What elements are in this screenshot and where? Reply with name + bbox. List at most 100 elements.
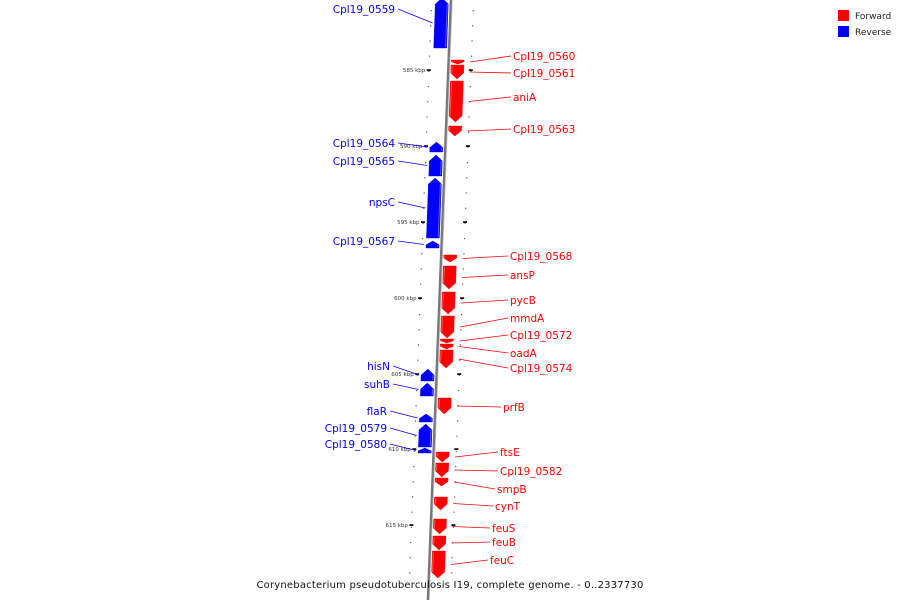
gene-aniA[interactable]: aniA (448, 80, 537, 123)
gene-arrow[interactable] (443, 254, 457, 263)
gene-arrow[interactable] (435, 451, 450, 463)
gene-label[interactable]: prfB (503, 402, 525, 414)
gene-label[interactable]: mmdA (510, 313, 545, 325)
gene-arrow[interactable] (433, 0, 449, 49)
gene-label[interactable]: oadA (510, 348, 538, 360)
gene-label[interactable]: ansP (510, 270, 535, 282)
gene-label[interactable]: ftsE (500, 447, 520, 459)
gene-label[interactable]: feuC (490, 555, 514, 567)
minor-tick (470, 70, 472, 72)
gene-label[interactable]: smpB (497, 484, 527, 496)
gene-label[interactable]: Cpl19_0568 (510, 251, 572, 263)
gene-label[interactable]: Cpl19_0561 (513, 68, 575, 80)
gene-feuB[interactable]: feuB (432, 535, 516, 551)
gene-Cpl19_0565[interactable]: Cpl19_0565 (333, 154, 443, 177)
gene-ansP[interactable]: ansP (442, 265, 535, 290)
gene-arrow[interactable] (440, 315, 455, 339)
gene-Cpl19_0574[interactable]: Cpl19_0574 (439, 349, 573, 375)
minor-tick (455, 466, 457, 468)
gene-mmdA[interactable]: mmdA (440, 313, 545, 339)
gene-label[interactable]: flaR (367, 406, 387, 418)
minor-tick (420, 268, 422, 270)
gene-label[interactable]: npsC (369, 197, 395, 209)
gene-arrow[interactable] (420, 368, 435, 382)
gene-cynT[interactable]: cynT (433, 496, 521, 513)
gene-Cpl19_0582[interactable]: Cpl19_0582 (435, 462, 562, 478)
gene-Cpl19_0560[interactable]: Cpl19_0560 (450, 51, 575, 65)
gene-label[interactable]: feuB (492, 537, 516, 549)
gene-Cpl19_0567[interactable]: Cpl19_0567 (333, 236, 440, 249)
gene-npsC[interactable]: npsC (369, 177, 442, 239)
gene-arrow[interactable] (425, 240, 440, 249)
gene-Cpl19_0559[interactable]: Cpl19_0559 (333, 0, 449, 49)
gene-oadA[interactable]: oadA (439, 343, 538, 360)
gene-label[interactable]: feuS (492, 523, 516, 535)
gene-label[interactable]: Cpl19_0563 (513, 124, 575, 136)
gene-hisN[interactable]: hisN (367, 361, 435, 382)
gene-smpB[interactable]: smpB (434, 477, 527, 496)
gene-arrow[interactable] (441, 291, 456, 315)
gene-label[interactable]: Cpl19_0574 (510, 363, 573, 375)
gene-label[interactable]: cynT (495, 501, 521, 513)
gene-arrow[interactable] (435, 462, 450, 478)
gene-Cpl19_0563[interactable]: Cpl19_0563 (448, 124, 576, 137)
gene-label[interactable]: Cpl19_0567 (333, 236, 395, 248)
gene-Cpl19_0572[interactable]: Cpl19_0572 (440, 330, 572, 344)
gene-arrow[interactable] (440, 338, 454, 344)
gene-arrow[interactable] (417, 447, 432, 454)
gene-arrow[interactable] (437, 397, 452, 415)
minor-tick (465, 207, 467, 209)
gene-Cpl19_0580[interactable]: Cpl19_0580 (325, 439, 432, 454)
gene-arrow[interactable] (426, 177, 442, 239)
gene-arrow[interactable] (448, 80, 464, 123)
gene-prfB[interactable]: prfB (437, 397, 525, 415)
gene-label[interactable]: hisN (367, 361, 390, 373)
gene-arrow[interactable] (442, 265, 457, 290)
gene-label[interactable]: Cpl19_0582 (500, 466, 562, 478)
gene-arrow[interactable] (450, 64, 465, 80)
minor-tick (414, 435, 416, 437)
gene-label[interactable]: Cpl19_0572 (510, 330, 572, 342)
gene-arrow[interactable] (433, 496, 448, 511)
gene-arrow[interactable] (433, 518, 447, 535)
gene-suhB[interactable]: suhB (364, 379, 434, 397)
gene-arrow[interactable] (450, 59, 465, 65)
minor-tick (425, 146, 427, 148)
gene-label[interactable]: Cpl19_0580 (325, 439, 387, 451)
gene-label[interactable]: Cpl19_0565 (333, 156, 395, 168)
gene-arrow[interactable] (418, 423, 433, 448)
gene-label[interactable]: Cpl19_0579 (325, 423, 387, 435)
gene-arrow[interactable] (431, 550, 446, 579)
gene-label[interactable]: pycB (510, 295, 536, 307)
gene-arrow[interactable] (448, 125, 462, 137)
minor-tick (421, 253, 423, 255)
gene-label[interactable]: aniA (513, 92, 537, 104)
gene-Cpl19_0561[interactable]: Cpl19_0561 (450, 64, 576, 80)
gene-Cpl19_0564[interactable]: Cpl19_0564 (333, 138, 444, 153)
gene-arrow[interactable] (429, 141, 444, 153)
gene-arrow[interactable] (419, 413, 433, 423)
gene-feuC[interactable]: feuC (431, 550, 515, 579)
gene-ftsE[interactable]: ftsE (435, 447, 520, 463)
gene-Cpl19_0579[interactable]: Cpl19_0579 (325, 423, 433, 448)
gene-leader-line (397, 8, 433, 24)
minor-tick (410, 542, 412, 544)
gene-leader-line (460, 299, 509, 304)
minor-tick (468, 131, 470, 133)
minor-tick (462, 268, 464, 270)
gene-flaR[interactable]: flaR (367, 406, 433, 423)
gene-arrow[interactable] (428, 154, 443, 177)
gene-arrow[interactable] (432, 535, 447, 551)
gene-label[interactable]: Cpl19_0564 (333, 138, 396, 150)
gene-pycB[interactable]: pycB (441, 291, 536, 315)
gene-arrow[interactable] (420, 382, 434, 397)
minor-tick (415, 405, 417, 407)
gene-label[interactable]: Cpl19_0559 (333, 4, 395, 16)
gene-feuS[interactable]: feuS (433, 518, 516, 535)
gene-arrow[interactable] (434, 477, 449, 487)
gene-Cpl19_0568[interactable]: Cpl19_0568 (443, 251, 573, 263)
gene-label[interactable]: suhB (364, 379, 390, 391)
gene-arrow[interactable] (439, 349, 454, 369)
gene-label[interactable]: Cpl19_0560 (513, 51, 575, 63)
gene-arrow[interactable] (439, 343, 454, 350)
